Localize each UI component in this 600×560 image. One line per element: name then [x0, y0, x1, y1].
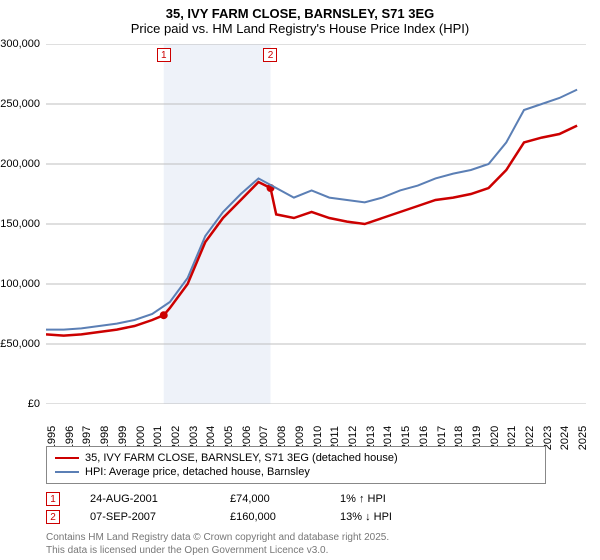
legend-item: 35, IVY FARM CLOSE, BARNSLEY, S71 3EG (d… — [55, 451, 537, 465]
x-tick-label: 2024 — [559, 426, 571, 450]
legend-swatch — [55, 457, 79, 459]
y-tick-label: £150,000 — [0, 218, 40, 230]
y-tick-label: £250,000 — [0, 98, 40, 110]
x-axis: 1995199619971998199920002001200220032004… — [46, 408, 586, 448]
legend: 35, IVY FARM CLOSE, BARNSLEY, S71 3EG (d… — [46, 446, 546, 484]
sale-marker-badge: 1 — [157, 48, 171, 62]
y-tick-label: £300,000 — [0, 38, 40, 50]
chart-title-line2: Price paid vs. HM Land Registry's House … — [0, 21, 600, 36]
sale-price: £74,000 — [230, 493, 310, 505]
sale-price: £160,000 — [230, 511, 310, 523]
chart-svg — [46, 44, 586, 404]
legend-swatch — [55, 471, 79, 473]
sale-marker-badge: 2 — [263, 48, 277, 62]
sale-row-badge: 2 — [46, 510, 60, 524]
sale-pct: 13% ↓ HPI — [340, 511, 440, 523]
sale-row: 2 07-SEP-2007 £160,000 13% ↓ HPI — [46, 508, 440, 526]
legend-label: HPI: Average price, detached house, Barn… — [85, 466, 310, 478]
sale-date: 24-AUG-2001 — [90, 493, 200, 505]
y-tick-label: £100,000 — [0, 278, 40, 290]
y-tick-label: £200,000 — [0, 158, 40, 170]
chart-area: 12 — [46, 44, 586, 404]
legend-label: 35, IVY FARM CLOSE, BARNSLEY, S71 3EG (d… — [85, 452, 398, 464]
chart-title-line1: 35, IVY FARM CLOSE, BARNSLEY, S71 3EG — [0, 6, 600, 21]
y-tick-label: £50,000 — [0, 338, 40, 350]
sale-row: 1 24-AUG-2001 £74,000 1% ↑ HPI — [46, 490, 440, 508]
y-axis: £0£50,000£100,000£150,000£200,000£250,00… — [0, 44, 44, 404]
sale-marker-table: 1 24-AUG-2001 £74,000 1% ↑ HPI 2 07-SEP-2007 £… — [46, 490, 440, 526]
chart-container: 35, IVY FARM CLOSE, BARNSLEY, S71 3EG Pr… — [0, 0, 600, 560]
sale-pct: 1% ↑ HPI — [340, 493, 440, 505]
x-tick-label: 2025 — [577, 426, 589, 450]
footer: Contains HM Land Registry data © Crown c… — [46, 532, 389, 557]
footer-line2: This data is licensed under the Open Gov… — [46, 545, 389, 558]
footer-line1: Contains HM Land Registry data © Crown c… — [46, 532, 389, 545]
legend-item: HPI: Average price, detached house, Barn… — [55, 465, 537, 479]
sale-row-badge: 1 — [46, 492, 60, 506]
sale-date: 07-SEP-2007 — [90, 511, 200, 523]
y-tick-label: £0 — [28, 398, 40, 410]
title-block: 35, IVY FARM CLOSE, BARNSLEY, S71 3EG Pr… — [0, 0, 600, 38]
